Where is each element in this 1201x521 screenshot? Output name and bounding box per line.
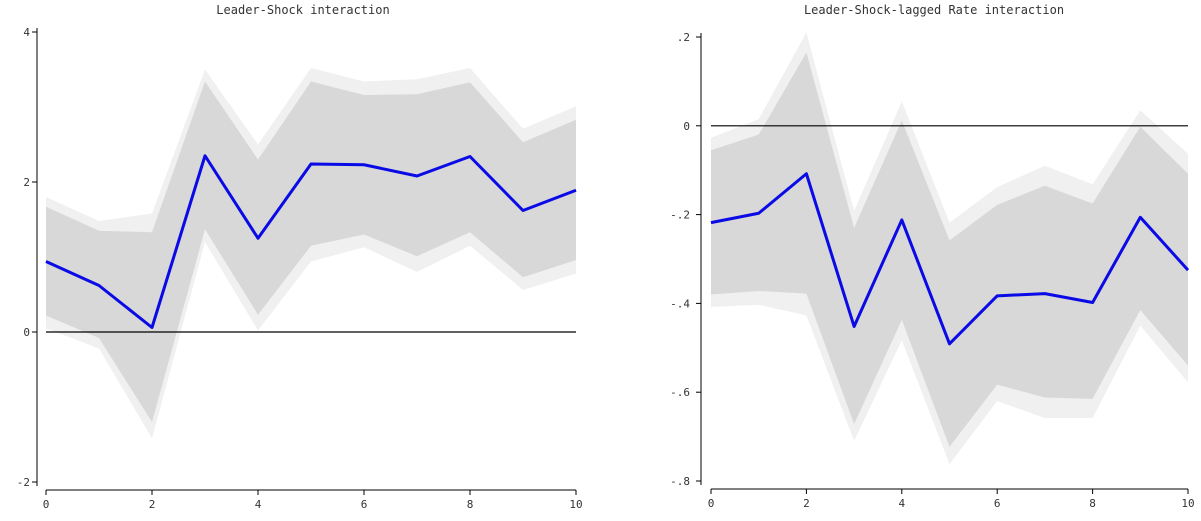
y-tick-label: -.4 bbox=[670, 297, 690, 310]
panel-title: Leader-Shock interaction bbox=[216, 3, 389, 17]
x-tick-label: 6 bbox=[994, 497, 1001, 510]
y-tick-label: -.2 bbox=[670, 209, 690, 222]
y-tick-label: 0 bbox=[23, 326, 30, 339]
x-tick-label: 10 bbox=[569, 498, 582, 511]
x-tick-label: 0 bbox=[708, 497, 715, 510]
x-tick-label: 8 bbox=[1089, 497, 1096, 510]
confidence-band-inner bbox=[711, 52, 1188, 447]
y-tick-label: -.6 bbox=[670, 386, 690, 399]
response-line bbox=[45, 154, 577, 329]
y-tick-label: -2 bbox=[17, 476, 30, 489]
panel-title: Leader-Shock-lagged Rate interaction bbox=[804, 3, 1064, 17]
x-tick-label: 2 bbox=[149, 498, 156, 511]
response-line bbox=[710, 172, 1190, 346]
y-tick-label: 4 bbox=[23, 26, 30, 39]
x-tick-label: 10 bbox=[1181, 497, 1194, 510]
x-tick-label: 8 bbox=[467, 498, 474, 511]
x-tick-label: 6 bbox=[361, 498, 368, 511]
y-tick-label: 2 bbox=[23, 176, 30, 189]
y-tick-label: .2 bbox=[677, 31, 690, 44]
panel-leader-shock: Leader-Shock interaction -2 0 2 4 0 2 4 6 8 10 bbox=[17, 3, 583, 511]
panel-leader-shock-lagged-rate: Leader-Shock-lagged Rate interaction -.8 -… bbox=[670, 3, 1195, 510]
x-tick-label: 0 bbox=[43, 498, 50, 511]
x-tick-label: 4 bbox=[898, 497, 905, 510]
y-tick-label: 0 bbox=[683, 120, 690, 133]
x-tick-label: 2 bbox=[803, 497, 810, 510]
y-tick-label: -.8 bbox=[670, 475, 690, 488]
x-tick-label: 4 bbox=[255, 498, 262, 511]
